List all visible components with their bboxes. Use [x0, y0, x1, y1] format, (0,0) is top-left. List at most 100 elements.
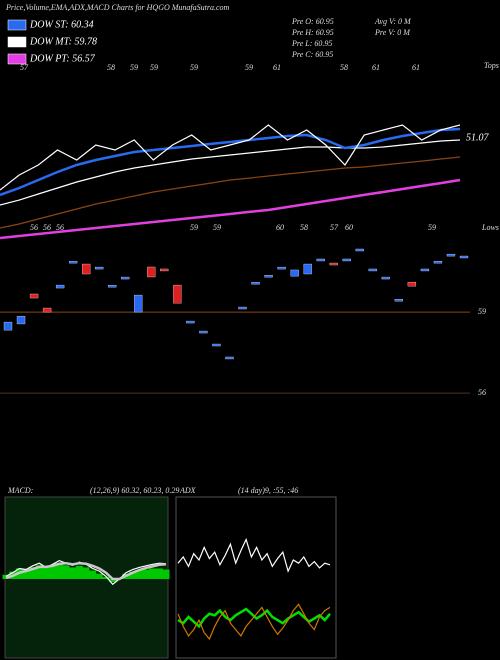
low-label: 60 [345, 223, 353, 232]
candle [95, 266, 104, 270]
candle [225, 356, 234, 360]
macd-title: MACD: [7, 486, 34, 495]
candle [368, 268, 377, 272]
low-label: 56 [30, 223, 38, 232]
low-label: 59 [213, 223, 221, 232]
low-label: 56 [43, 223, 51, 232]
legend-swatch [7, 19, 27, 31]
candle [433, 260, 443, 264]
legend-label: DOW PT: 56.57 [29, 53, 96, 64]
y-tick-label: 59 [478, 307, 486, 316]
series-line [0, 127, 461, 197]
candle [277, 266, 286, 270]
legend-swatch [7, 36, 27, 48]
candle [68, 260, 78, 264]
candle [303, 263, 312, 275]
low-label: 58 [300, 223, 308, 232]
histogram-bar [69, 567, 77, 579]
chart-title: Price,Volume,EMA,ADX,MACD Charts for HQG… [5, 3, 230, 12]
candle [355, 248, 364, 252]
candle [42, 307, 52, 313]
series-line [177, 537, 331, 573]
histogram-bar [129, 571, 137, 579]
candle [82, 263, 91, 275]
candle [342, 258, 351, 262]
candle [121, 276, 130, 280]
candle [381, 276, 390, 280]
top-label: 57 [20, 63, 29, 72]
low-label: 59 [190, 223, 198, 232]
histogram-bar [102, 576, 110, 579]
top-label: 61 [412, 63, 420, 72]
histogram-bar [149, 568, 157, 579]
histogram-bar [55, 564, 63, 579]
macd-subtitle: (12,26,9) 60.32, 60.23, 0.29 [90, 486, 179, 495]
top-label: 59 [245, 63, 253, 72]
legend-swatch [7, 53, 27, 65]
legend-label: DOW MT: 59.78 [29, 36, 97, 47]
candle [394, 299, 404, 302]
candle [329, 262, 338, 266]
histogram-bar [135, 570, 143, 579]
histogram-bar [35, 565, 43, 579]
histogram-bar [155, 568, 163, 579]
candle [316, 258, 325, 262]
candle [407, 281, 417, 287]
top-label: 58 [340, 63, 348, 72]
candle [16, 315, 26, 325]
candle [134, 294, 143, 313]
y-tick-label: 56 [478, 388, 486, 397]
tops-label: Tops [484, 61, 499, 70]
low-label: 56 [56, 223, 64, 232]
candle [420, 268, 430, 272]
candle [238, 306, 247, 310]
low-label: 57 [330, 223, 339, 232]
histogram-bar [162, 569, 170, 579]
histogram-bar [95, 573, 103, 579]
series-line [5, 561, 167, 581]
histogram-bar [22, 569, 30, 579]
series-line [0, 139, 461, 206]
last-label: 51.07 [466, 132, 490, 143]
candle [186, 320, 195, 324]
histogram-bar [109, 579, 117, 583]
info-text: Pre O: 60.95 [291, 17, 334, 26]
candle [459, 255, 469, 259]
histogram-bar [42, 567, 50, 579]
candle [160, 268, 169, 272]
low-label: 60 [276, 223, 284, 232]
top-label: 58 [107, 63, 115, 72]
candle [212, 343, 221, 347]
series-line [0, 156, 461, 229]
info-text: Pre C: 60.95 [291, 50, 333, 59]
candle [251, 282, 260, 285]
candle [264, 275, 273, 278]
legend-label: DOW ST: 60.34 [29, 19, 94, 30]
series-line [0, 124, 461, 191]
series-line [0, 178, 461, 240]
candle [199, 330, 208, 334]
candle [173, 284, 182, 304]
histogram-bar [49, 565, 57, 579]
top-label: 59 [190, 63, 198, 72]
lows-label: Lows [481, 223, 499, 232]
candle [108, 285, 117, 288]
top-label: 61 [372, 63, 380, 72]
info-text: Avg V: 0 M [374, 17, 412, 26]
top-label: 59 [150, 63, 158, 72]
info-text: Pre H: 60.95 [291, 28, 334, 37]
series-line [177, 603, 331, 641]
low-label: 59 [428, 223, 436, 232]
histogram-bar [142, 569, 150, 579]
top-label: 61 [273, 63, 281, 72]
histogram-bar [75, 565, 83, 579]
adx-subtitle: (14 day)9, :55, :46 [238, 486, 298, 495]
candle [55, 284, 65, 289]
histogram-bar [62, 565, 70, 579]
candle [147, 266, 156, 278]
info-text: Pre L: 60.95 [291, 39, 332, 48]
histogram-bar [29, 567, 37, 579]
adx-title: ADX [179, 486, 197, 495]
